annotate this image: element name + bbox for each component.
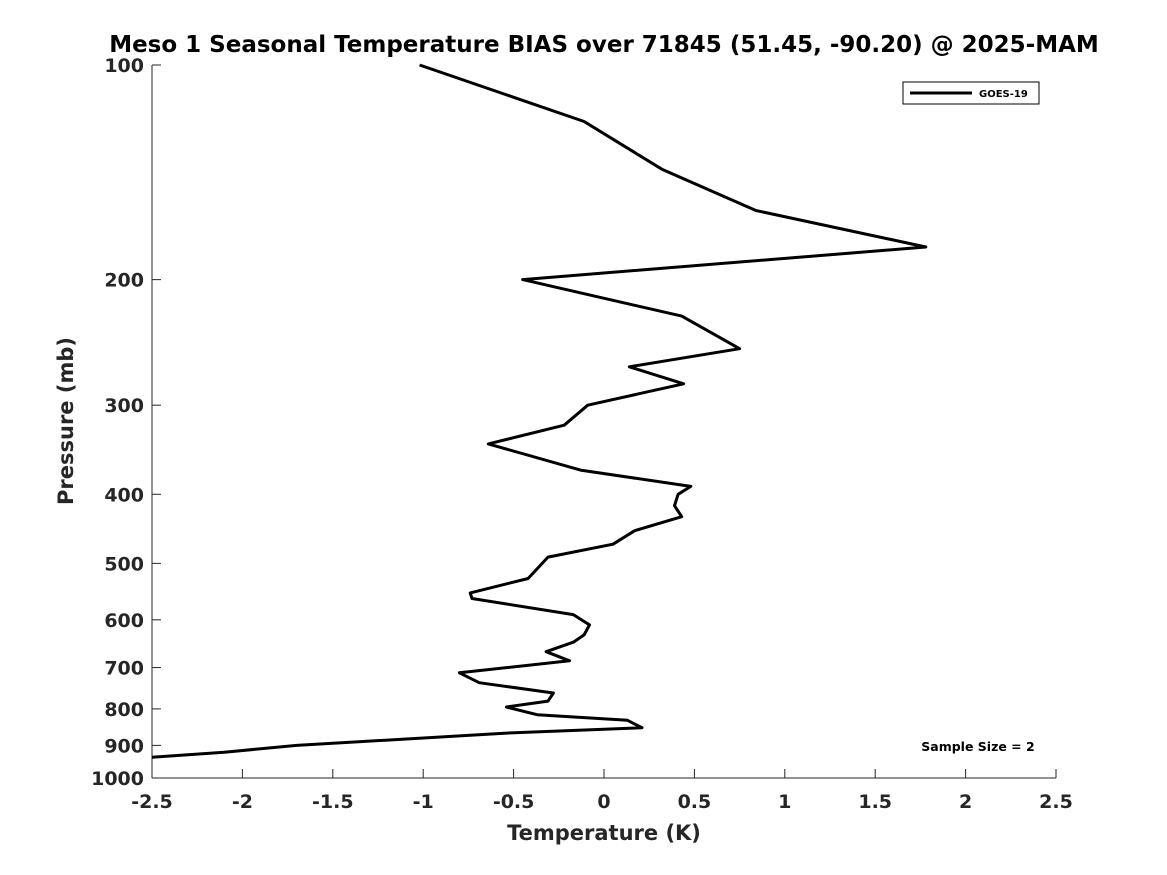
x-tick-label: -1.5 <box>312 791 354 813</box>
x-axis-ticks: -2.5 -2 -1.5 -1 -0.5 0 0.5 1 1.5 2 2.5 <box>131 769 1073 813</box>
x-axis-label: Temperature (K) <box>507 821 701 845</box>
y-tick-label: 100 <box>104 55 144 77</box>
legend-label: GOES-19 <box>979 89 1028 100</box>
y-tick-label: 300 <box>104 395 144 417</box>
legend: GOES-19 <box>902 81 1040 105</box>
sample-size-annotation: Sample Size = 2 <box>921 739 1034 754</box>
x-tick-label: 2.5 <box>1039 791 1073 813</box>
y-tick-label: 400 <box>104 484 144 506</box>
y-tick-label: 500 <box>104 553 144 575</box>
y-tick-label: 1000 <box>91 768 144 790</box>
x-tick-label: -2.5 <box>131 791 173 813</box>
x-tick-label: 0.5 <box>678 791 712 813</box>
y-axis-ticks: 100 200 300 400 500 600 700 800 900 1000 <box>91 55 161 790</box>
y-tick-label: 700 <box>104 658 144 680</box>
chart-title: Meso 1 Seasonal Temperature BIAS over 71… <box>109 32 1099 58</box>
x-tick-label: -0.5 <box>493 791 535 813</box>
y-tick-label: 600 <box>104 610 144 632</box>
x-tick-label: -2 <box>232 791 253 813</box>
series-line-goes-19 <box>151 63 928 759</box>
y-tick-label: 900 <box>104 735 144 757</box>
x-tick-label: 0 <box>597 791 610 813</box>
y-axis-label: Pressure (mb) <box>54 337 78 505</box>
series-layer <box>151 63 928 759</box>
y-tick-label: 800 <box>104 699 144 721</box>
y-tick-label: 200 <box>104 270 144 292</box>
x-tick-label: -1 <box>413 791 434 813</box>
x-tick-label: 1.5 <box>858 791 892 813</box>
x-tick-label: 2 <box>959 791 972 813</box>
x-tick-label: 1 <box>778 791 791 813</box>
